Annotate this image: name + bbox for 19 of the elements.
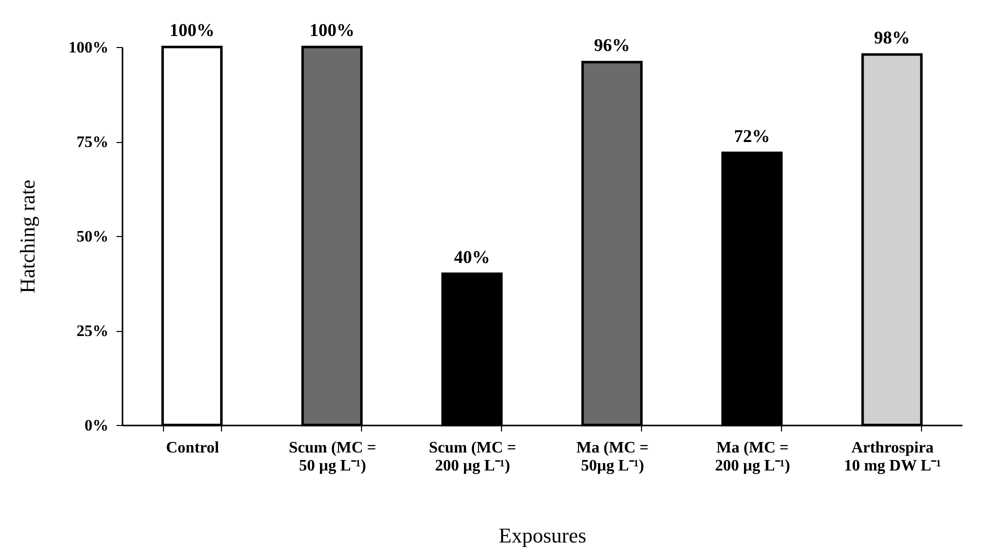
y-tick-label: 100% [68,40,108,56]
x-tick-label: Ma (MC = 50µg L⁻¹) [576,440,649,474]
y-tick-label: 0% [84,418,108,434]
x-tick-label: Ma (MC = 200 µg L⁻¹) [714,440,790,474]
y-tick-label: 50% [76,228,108,246]
x-tick-label: Scum (MC = 200 µg L⁻¹) [428,440,516,474]
x-tick-label: Scum (MC = 50 µg L⁻¹) [288,440,376,474]
data-label: 100% [170,20,214,40]
x-tick-label: Control [166,440,220,456]
y-tick-label: 25% [76,323,108,340]
data-label: 100% [310,20,354,40]
data-label: 40% [454,246,490,267]
data-label: 96% [594,35,630,56]
x-axis-title: Exposures [498,524,586,548]
y-axis-title: Hatching rate [16,180,40,294]
x-tick-label: Arthrospira 10 mg DW L⁻¹ [844,440,942,474]
data-label: 98% [874,28,910,48]
data-label: 72% [734,126,770,146]
y-tick-label: 75% [76,134,108,151]
